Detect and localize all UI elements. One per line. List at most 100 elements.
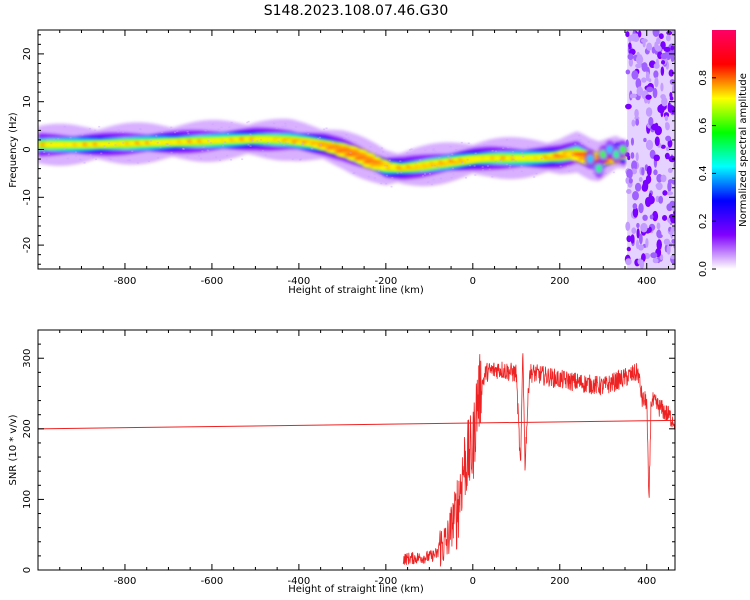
noise-blob <box>660 174 667 183</box>
speckle <box>451 167 454 169</box>
speckle <box>612 171 615 174</box>
speckle <box>352 172 355 175</box>
spectrogram-x-axis-label: Height of straight line (km) <box>288 285 424 296</box>
noise-blob <box>627 155 631 161</box>
cluster-inner <box>600 150 607 159</box>
speckle <box>170 151 173 154</box>
speckle <box>247 120 250 123</box>
speckle <box>445 166 448 169</box>
noise-blob <box>668 69 674 77</box>
noise-blob <box>660 106 664 118</box>
x-tick-label: -200 <box>374 576 397 587</box>
speckle <box>75 155 78 157</box>
speckle <box>499 159 502 161</box>
noise-blob <box>637 244 644 251</box>
noise-blob <box>660 144 666 149</box>
speckle <box>578 134 581 137</box>
speckle <box>512 169 515 172</box>
speckle <box>319 144 322 146</box>
noise-blob <box>655 30 660 36</box>
colorbar-gradient <box>712 30 736 269</box>
noise-blob <box>669 96 674 101</box>
speckle <box>399 160 402 162</box>
speckle <box>299 158 302 160</box>
noise-blob <box>630 93 637 98</box>
speckle <box>282 144 285 146</box>
speckle <box>220 126 223 129</box>
noise-blob <box>638 54 643 66</box>
spectrogram-turbulent-cluster <box>585 140 628 178</box>
speckle <box>343 137 346 139</box>
noise-blob <box>625 221 631 231</box>
cluster-inner <box>587 155 594 164</box>
noise-blob <box>659 254 664 261</box>
speckle <box>474 152 477 155</box>
speckle <box>449 157 452 159</box>
speckle <box>109 158 112 160</box>
speckle <box>249 145 252 147</box>
speckle <box>508 166 511 169</box>
speckle <box>375 155 378 158</box>
noise-blob <box>671 225 675 232</box>
speckle <box>386 153 389 156</box>
y-tick-label: -20 <box>22 237 33 253</box>
speckle <box>388 159 391 162</box>
speckle <box>494 150 497 153</box>
noise-blob <box>628 57 634 67</box>
speckle <box>94 129 97 132</box>
speckle <box>45 158 48 161</box>
noise-blob <box>661 214 668 221</box>
speckle <box>319 144 322 147</box>
speckle <box>310 147 313 150</box>
noise-blob <box>625 258 632 266</box>
noise-blob <box>639 233 643 245</box>
speckle <box>161 131 164 134</box>
speckle <box>483 144 486 146</box>
snr-content <box>38 353 675 567</box>
noise-blob <box>648 192 653 202</box>
noise-blob <box>637 30 642 38</box>
speckle <box>367 175 370 178</box>
speckle <box>41 149 44 151</box>
noise-blob <box>670 254 675 260</box>
speckle <box>520 170 523 173</box>
noise-blob <box>666 191 674 196</box>
noise-blob <box>662 190 668 196</box>
speckle <box>406 152 409 154</box>
noise-blob <box>664 152 670 160</box>
noise-blob <box>666 30 673 36</box>
speckle <box>613 142 616 144</box>
noise-blob <box>663 238 671 246</box>
noise-blob <box>635 78 642 89</box>
speckle <box>511 158 514 161</box>
speckle <box>224 141 227 143</box>
speckle <box>447 155 450 158</box>
speckle <box>241 158 244 160</box>
speckle <box>264 154 267 156</box>
speckle <box>287 142 290 145</box>
snr-panel: -800 -600 -400 -200 0 200 400 0 100 200 300 Heigh… <box>8 329 676 595</box>
speckle <box>567 165 570 168</box>
noise-blob <box>660 60 666 65</box>
speckle <box>266 141 269 144</box>
speckle <box>98 125 101 128</box>
speckle <box>481 169 484 171</box>
noise-blob <box>669 79 675 85</box>
speckle <box>226 154 229 157</box>
colorbar-tick-label: 0.8 <box>698 70 709 86</box>
noise-blob <box>635 118 640 126</box>
x-tick-label: 0 <box>470 276 476 287</box>
speckle <box>455 148 458 151</box>
speckle <box>347 136 350 139</box>
speckle <box>165 143 168 145</box>
noise-blob <box>638 203 644 214</box>
spectrogram-content <box>38 30 675 269</box>
noise-blob <box>653 258 659 264</box>
noise-blob <box>663 112 670 118</box>
speckle <box>603 163 606 166</box>
speckle <box>488 168 491 171</box>
speckle <box>207 150 210 152</box>
snr-x-ticks: -800 -600 -400 -200 0 200 400 <box>59 330 669 587</box>
speckle <box>592 172 595 175</box>
